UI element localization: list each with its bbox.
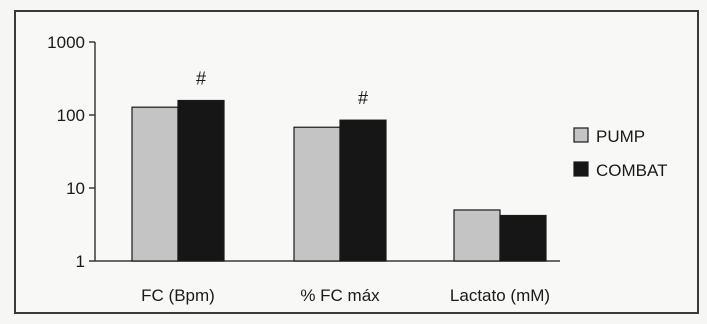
significance-marker: # [358,88,368,108]
category-label: Lactato (mM) [450,286,550,305]
legend-swatch-pump [573,127,589,143]
legend-swatch-combat [573,161,589,177]
y-tick-label: 1 [76,252,85,271]
category-label: % FC máx [300,286,380,305]
legend: PUMP COMBAT [573,127,667,180]
bar-pump [453,209,501,262]
significance-marker: # [196,68,206,88]
y-tick-label: 1000 [47,33,85,52]
y-tick-label: 10 [66,179,85,198]
bar-pump [293,126,341,262]
bar-combat [177,99,225,262]
bar-combat [499,214,547,262]
annotations: ## [196,68,368,108]
legend-label-combat: COMBAT [596,161,667,180]
category-label: FC (Bpm) [141,286,215,305]
bar-combat [339,119,387,262]
y-tick-label: 100 [57,106,85,125]
bars [131,99,547,262]
legend-label-pump: PUMP [596,127,645,146]
bar-pump [131,106,179,262]
